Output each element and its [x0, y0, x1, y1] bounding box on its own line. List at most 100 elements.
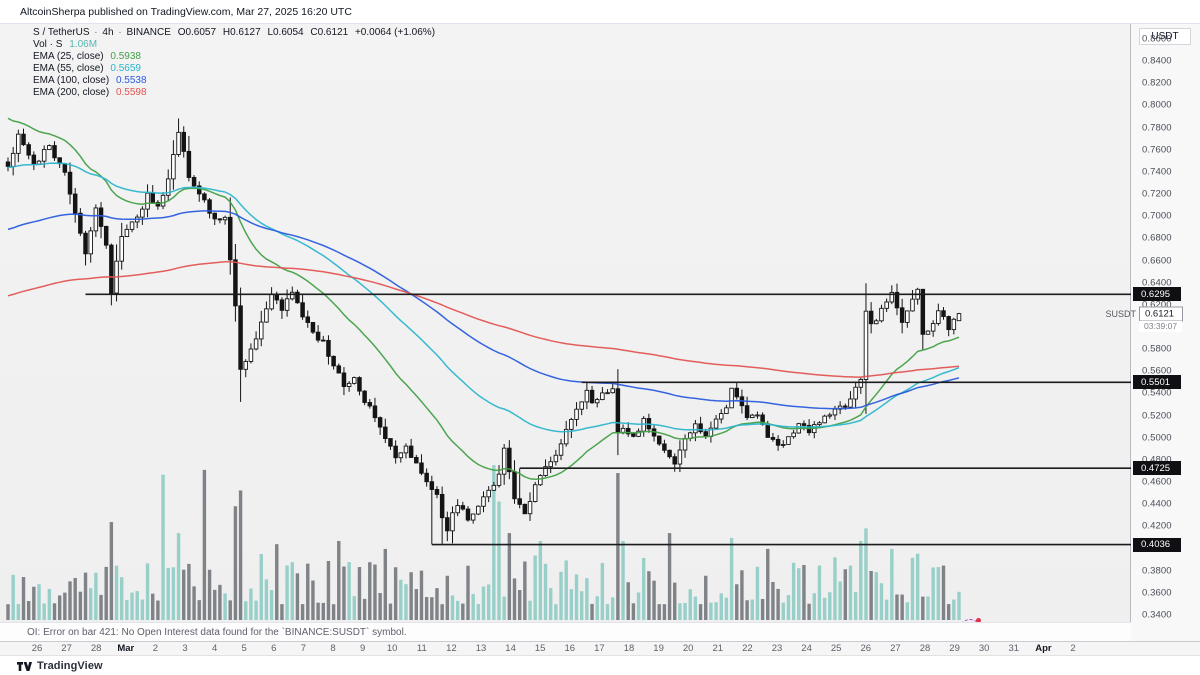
- legend-ema55-row[interactable]: EMA (55, close) 0.5659: [33, 63, 435, 75]
- price-tick: 0.8400: [1142, 55, 1172, 67]
- time-tick: 16: [564, 643, 576, 654]
- ohlc-open: O0.6057: [177, 27, 217, 38]
- price-tick: 0.5800: [1142, 343, 1172, 355]
- ema55-value: 0.5659: [110, 63, 141, 74]
- chart-legend[interactable]: S / TetherUS · 4h · BINANCE O0.6057 H0.6…: [33, 27, 435, 99]
- level-price-badge: 0.5501: [1133, 375, 1181, 390]
- chart-pane[interactable]: S / TetherUS · 4h · BINANCE O0.6057 H0.6…: [0, 24, 1131, 641]
- time-tick: 26: [31, 643, 43, 654]
- price-tick: 0.6200: [1142, 299, 1172, 311]
- time-tick: Mar: [117, 643, 135, 654]
- notification-dot: [976, 618, 981, 623]
- indicator-error-strip: OI: Error on bar 421: No Open Interest d…: [0, 622, 1131, 641]
- error-text: OI: Error on bar 421: No Open Interest d…: [27, 626, 407, 638]
- time-tick: 3: [182, 643, 188, 654]
- time-tick: 31: [1008, 643, 1020, 654]
- bar-countdown: 03:39:07: [1139, 320, 1183, 332]
- time-tick: 5: [241, 643, 247, 654]
- time-tick: 26: [860, 643, 872, 654]
- legend-ema200-row[interactable]: EMA (200, close) 0.5598: [33, 87, 435, 99]
- price-tick: 0.7800: [1142, 122, 1172, 134]
- current-price-badge: 0.6121: [1139, 306, 1183, 322]
- time-tick: 12: [446, 643, 457, 654]
- legend-separator: ·: [118, 27, 122, 38]
- volume-label: Vol · S: [33, 39, 63, 50]
- legend-ema25-row[interactable]: EMA (25, close) 0.5938: [33, 51, 435, 63]
- price-tick: 0.5400: [1142, 387, 1172, 399]
- brand-bar: TradingView: [0, 657, 1200, 675]
- legend-ema100-row[interactable]: EMA (100, close) 0.5538: [33, 75, 435, 87]
- price-tick: 0.6600: [1142, 255, 1172, 267]
- level-price-badge: 0.6295: [1133, 287, 1181, 302]
- time-tick: 7: [300, 643, 307, 654]
- time-tick: 28: [919, 643, 931, 654]
- symbol-name[interactable]: S / TetherUS: [33, 27, 90, 38]
- level-price-badge: 0.4725: [1133, 461, 1181, 476]
- time-tick: 6: [271, 643, 277, 654]
- price-tick: 0.7600: [1142, 144, 1172, 156]
- time-tick: 28: [90, 643, 102, 654]
- price-tick: 0.6800: [1142, 232, 1172, 244]
- price-tick: 0.8600: [1142, 33, 1172, 45]
- time-tick: 19: [653, 643, 664, 654]
- ohlc-low: L0.6054: [267, 27, 304, 38]
- price-tick: 0.5200: [1142, 410, 1172, 422]
- price-tick: 0.4400: [1142, 498, 1172, 510]
- time-tick: 8: [330, 643, 336, 654]
- time-tick: 9: [359, 643, 366, 654]
- time-tick: 27: [61, 643, 72, 654]
- time-tick: 10: [386, 643, 398, 654]
- axis-currency-box[interactable]: USDT: [1139, 28, 1191, 45]
- price-axis[interactable]: USDT 0.8600 0.8400 0.8200 0.8000 0.7800 0.760…: [1105, 24, 1200, 641]
- tradingview-logo[interactable]: TradingView: [17, 660, 103, 672]
- time-tick: 25: [830, 643, 842, 654]
- time-tick: 15: [534, 643, 546, 654]
- time-tick: 30: [978, 643, 990, 654]
- price-tick: 0.3400: [1142, 609, 1172, 621]
- ema55-label: EMA (55, close): [33, 63, 104, 74]
- price-tick: 0.4800: [1142, 454, 1172, 466]
- price-tick: 0.8200: [1142, 77, 1172, 89]
- time-tick: 17: [594, 643, 605, 654]
- time-tick: 21: [712, 643, 724, 654]
- time-tick: 29: [949, 643, 960, 654]
- time-tick: 13: [475, 643, 487, 654]
- price-tick: 0.7200: [1142, 188, 1172, 200]
- price-tick: 0.5600: [1142, 365, 1172, 377]
- ema25-label: EMA (25, close): [33, 51, 104, 62]
- legend-volume-row[interactable]: Vol · S 1.06M: [33, 39, 435, 51]
- time-tick: 11: [416, 643, 427, 654]
- price-tick: 0.3800: [1142, 565, 1172, 577]
- level-price-badge: 0.4036: [1133, 537, 1181, 552]
- ohlc-change: +0.0064 (+1.06%): [354, 27, 436, 38]
- price-tick: 0.5000: [1142, 432, 1172, 444]
- time-tick: 4: [211, 643, 218, 654]
- brand-text: TradingView: [37, 660, 103, 672]
- tradingview-mark-icon: [17, 661, 32, 671]
- time-tick: 27: [890, 643, 901, 654]
- legend-symbol-row[interactable]: S / TetherUS · 4h · BINANCE O0.6057 H0.6…: [33, 27, 435, 39]
- price-tick: 0.8000: [1142, 99, 1172, 111]
- ema100-label: EMA (100, close): [33, 75, 110, 86]
- ema25-value: 0.5938: [110, 51, 141, 62]
- attribution-text: AltcoinSherpa published on TradingView.c…: [20, 5, 352, 18]
- price-chart-canvas[interactable]: [0, 24, 1131, 622]
- time-tick: Apr: [1035, 643, 1052, 654]
- ohlc-high: H0.6127: [222, 27, 261, 38]
- volume-value: 1.06M: [69, 39, 98, 50]
- time-tick: 18: [623, 643, 635, 654]
- interval-label[interactable]: 4h: [102, 27, 114, 38]
- time-tick: 14: [505, 643, 516, 654]
- time-axis[interactable]: 26 27 28 Mar 2 3 4 5 6 7 8 9 10 11 12 13 14 15 16 17 18 19 20 2…: [0, 641, 1200, 656]
- price-tick: 0.7400: [1142, 166, 1172, 178]
- ema200-value: 0.5598: [115, 87, 147, 98]
- price-tick: 0.4200: [1142, 520, 1172, 532]
- price-tick: 0.7000: [1142, 210, 1172, 222]
- ema200-label: EMA (200, close): [33, 87, 110, 98]
- price-tick: 0.3600: [1142, 587, 1172, 599]
- ema100-value: 0.5538: [115, 75, 147, 86]
- time-tick: 23: [771, 643, 783, 654]
- price-tick: 0.4600: [1142, 476, 1172, 488]
- time-tick: 2: [152, 643, 159, 654]
